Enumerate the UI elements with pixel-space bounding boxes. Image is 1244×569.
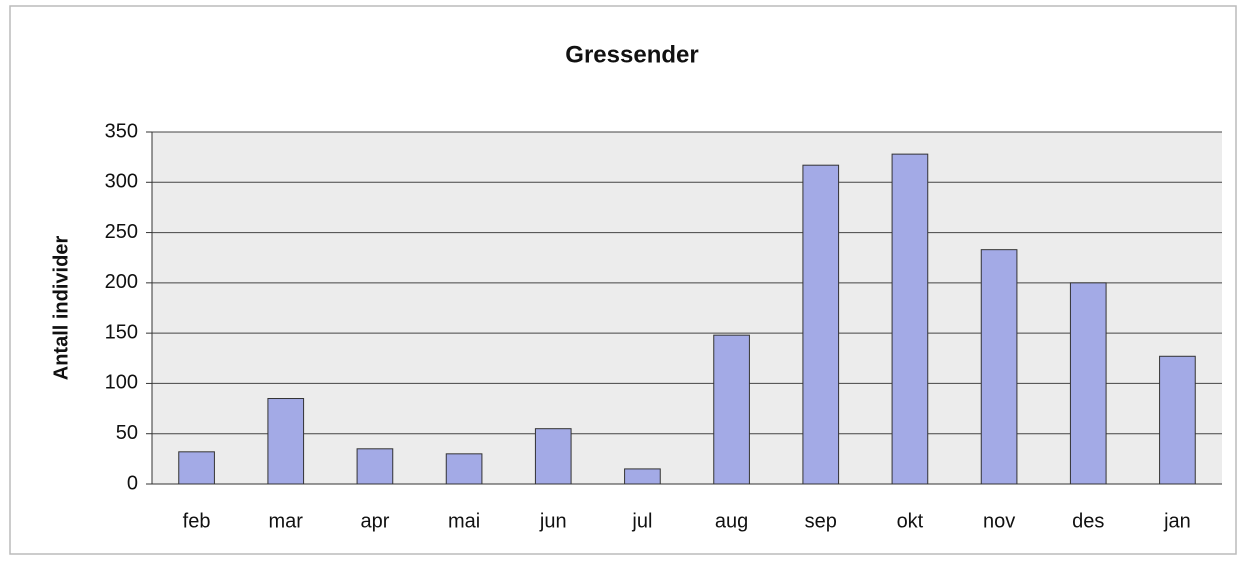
x-tick-label: jul xyxy=(631,510,652,532)
bar xyxy=(445,453,483,485)
x-tick-label: jan xyxy=(1163,510,1191,532)
y-tick-label: 250 xyxy=(105,221,138,243)
bar xyxy=(713,334,750,485)
x-tick-label: apr xyxy=(360,510,389,532)
x-tick-label: nov xyxy=(983,510,1015,532)
y-tick-label: 350 xyxy=(105,120,138,142)
bar xyxy=(356,448,394,485)
bar xyxy=(980,249,1018,485)
y-axis-label: Antall individer xyxy=(50,236,72,381)
x-tick-label: mar xyxy=(269,510,304,532)
bar xyxy=(534,428,572,485)
x-tick-label: okt xyxy=(897,510,924,532)
bar xyxy=(1159,355,1196,485)
bar xyxy=(802,164,840,485)
bar xyxy=(891,153,929,485)
y-tick-label: 200 xyxy=(105,271,138,293)
y-tick-label: 0 xyxy=(127,472,138,494)
bar xyxy=(1069,282,1107,485)
bar xyxy=(624,468,661,485)
x-tick-label: jun xyxy=(539,510,567,532)
y-tick-label: 100 xyxy=(105,372,138,394)
x-tick-label: feb xyxy=(183,510,211,532)
x-tick-label: aug xyxy=(715,510,748,532)
chart-title: Gressender xyxy=(565,41,698,68)
x-tick-label: des xyxy=(1072,510,1104,532)
plot-area xyxy=(152,132,1222,484)
bar xyxy=(267,398,305,485)
y-tick-label: 150 xyxy=(105,321,138,343)
x-tick-label: mai xyxy=(448,510,480,532)
x-tick-label: sep xyxy=(805,510,837,532)
y-tick-label: 300 xyxy=(105,171,138,193)
bar xyxy=(178,451,215,485)
y-tick-label: 50 xyxy=(116,422,138,444)
